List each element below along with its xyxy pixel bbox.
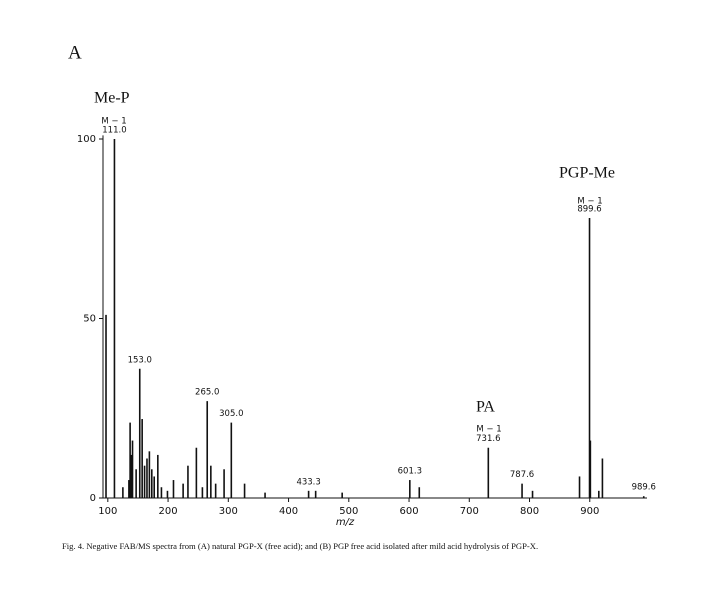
- x-axis-label: m/z: [336, 517, 355, 528]
- peak-label: 111.0: [102, 125, 126, 135]
- peak-label: 601.3: [398, 467, 422, 477]
- y-tick-label: 100: [77, 134, 96, 145]
- x-tick-label: 800: [520, 506, 539, 517]
- x-tick-label: 300: [219, 506, 238, 517]
- peak-label: 265.0: [195, 388, 219, 398]
- y-tick-label: 50: [83, 313, 96, 324]
- caption: Fig. 4. Negative FAB/MS spectra from (A)…: [62, 541, 538, 551]
- x-tick-label: 700: [460, 506, 479, 517]
- annotation: M − 1: [476, 425, 501, 435]
- x-tick-label: 200: [159, 506, 178, 517]
- x-tick-label: 600: [399, 506, 418, 517]
- annotation: PGP-Me: [559, 165, 615, 182]
- y-tick-label: 0: [90, 493, 96, 504]
- x-tick-label: 400: [279, 506, 298, 517]
- peak-label: 433.3: [296, 477, 320, 487]
- peak-label: 899.6: [577, 204, 601, 214]
- peak-label: 787.6: [510, 470, 534, 480]
- peak-label: 989.6: [632, 483, 656, 493]
- peak-label: 153.0: [128, 355, 152, 365]
- peak-label: 305.0: [219, 409, 243, 419]
- x-tick-label: 100: [98, 506, 117, 517]
- x-tick-label: 500: [339, 506, 358, 517]
- x-tick-label: 900: [580, 506, 599, 517]
- peak-label: 731.6: [476, 434, 500, 444]
- annotation: M − 1: [577, 197, 602, 207]
- annotation: M − 1: [101, 117, 126, 127]
- panel-label: A: [68, 42, 82, 63]
- annotation: Me-P: [94, 90, 130, 107]
- annotation: PA: [476, 399, 495, 416]
